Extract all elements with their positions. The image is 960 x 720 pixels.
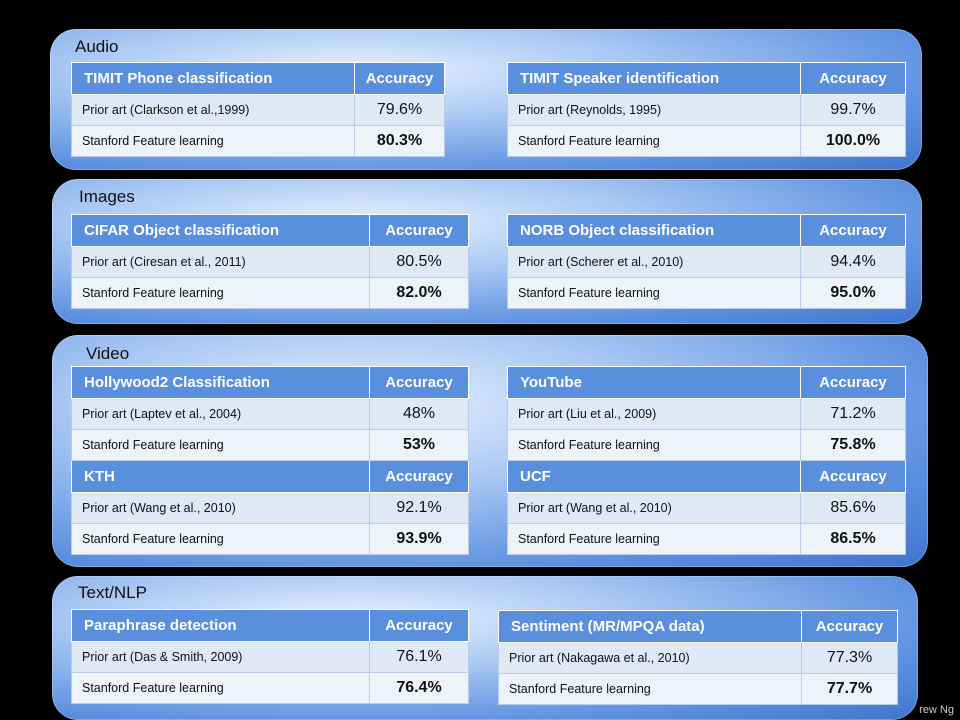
- row-label: Stanford Feature learning: [71, 429, 370, 461]
- row-value: 48%: [369, 398, 469, 430]
- row-value: 53%: [369, 429, 469, 461]
- row-label: Prior art (Wang et al., 2010): [71, 492, 370, 524]
- youtube-table: YouTube Accuracy Prior art (Liu et al., 2…: [507, 366, 906, 555]
- accuracy-header: Accuracy: [800, 62, 906, 95]
- table-header: Hollywood2 Classification: [71, 366, 370, 399]
- cifar-table: CIFAR Object classification Accuracy Prio…: [71, 214, 469, 309]
- row-label: Prior art (Scherer et al., 2010): [507, 246, 801, 278]
- hollywood2-table: Hollywood2 Classification Accuracy Prior …: [71, 366, 469, 555]
- row-value: 77.7%: [801, 673, 898, 705]
- table-header: NORB Object classification: [507, 214, 801, 247]
- row-label: Prior art (Laptev et al., 2004): [71, 398, 370, 430]
- paraphrase-table: Paraphrase detection Accuracy Prior art (…: [71, 609, 469, 704]
- row-value: 80.5%: [369, 246, 469, 278]
- row-label: Prior art (Reynolds, 1995): [507, 94, 801, 126]
- images-title: Images: [79, 187, 135, 206]
- table-header: TIMIT Speaker identification: [507, 62, 801, 95]
- accuracy-header: Accuracy: [801, 610, 898, 643]
- footer-author: rew Ng: [919, 704, 954, 716]
- row-label: Stanford Feature learning: [71, 277, 370, 309]
- row-value: 76.4%: [369, 672, 469, 704]
- accuracy-header: Accuracy: [354, 62, 445, 95]
- row-label: Prior art (Clarkson et al.,1999): [71, 94, 355, 126]
- accuracy-header: Accuracy: [369, 609, 469, 642]
- textnlp-title: Text/NLP: [78, 583, 147, 602]
- row-value: 75.8%: [800, 429, 906, 461]
- norb-table: NORB Object classification Accuracy Prior…: [507, 214, 906, 309]
- row-value: 71.2%: [800, 398, 906, 430]
- row-label: Stanford Feature learning: [507, 523, 801, 555]
- video-title: Video: [86, 344, 130, 363]
- row-value: 100.0%: [800, 125, 906, 157]
- row-value: 94.4%: [800, 246, 906, 278]
- accuracy-header: Accuracy: [800, 214, 906, 247]
- sentiment-table: Sentiment (MR/MPQA data) Accuracy Prior a…: [498, 610, 898, 705]
- row-label: Prior art (Ciresan et al., 2011): [71, 246, 370, 278]
- timit-speaker-table: TIMIT Speaker identification Accuracy Pri…: [507, 62, 906, 157]
- table-header: Sentiment (MR/MPQA data): [498, 610, 802, 643]
- row-value: 82.0%: [369, 277, 469, 309]
- accuracy-header: Accuracy: [369, 214, 469, 247]
- accuracy-header: Accuracy: [800, 460, 906, 493]
- row-value: 93.9%: [369, 523, 469, 555]
- row-label: Prior art (Liu et al., 2009): [507, 398, 801, 430]
- row-value: 85.6%: [800, 492, 906, 524]
- table-header: YouTube: [507, 366, 801, 399]
- row-value: 92.1%: [369, 492, 469, 524]
- row-value: 95.0%: [800, 277, 906, 309]
- row-value: 77.3%: [801, 642, 898, 674]
- row-label: Stanford Feature learning: [71, 523, 370, 555]
- row-label: Stanford Feature learning: [498, 673, 802, 705]
- table-header: KTH: [71, 460, 370, 493]
- row-label: Stanford Feature learning: [71, 125, 355, 157]
- audio-title: Audio: [75, 37, 119, 56]
- row-label: Stanford Feature learning: [507, 125, 801, 157]
- table-header: TIMIT Phone classification: [71, 62, 355, 95]
- row-label: Prior art (Das & Smith, 2009): [71, 641, 370, 673]
- accuracy-header: Accuracy: [369, 460, 469, 493]
- table-header: UCF: [507, 460, 801, 493]
- table-header: Paraphrase detection: [71, 609, 370, 642]
- row-label: Prior art (Nakagawa et al., 2010): [498, 642, 802, 674]
- row-value: 99.7%: [800, 94, 906, 126]
- row-value: 76.1%: [369, 641, 469, 673]
- row-label: Stanford Feature learning: [507, 277, 801, 309]
- accuracy-header: Accuracy: [800, 366, 906, 399]
- row-value: 86.5%: [800, 523, 906, 555]
- accuracy-header: Accuracy: [369, 366, 469, 399]
- row-value: 79.6%: [354, 94, 445, 126]
- row-label: Stanford Feature learning: [507, 429, 801, 461]
- row-label: Prior art (Wang et al., 2010): [507, 492, 801, 524]
- row-value: 80.3%: [354, 125, 445, 157]
- timit-phone-table: TIMIT Phone classification Accuracy Prior…: [71, 62, 445, 157]
- row-label: Stanford Feature learning: [71, 672, 370, 704]
- table-header: CIFAR Object classification: [71, 214, 370, 247]
